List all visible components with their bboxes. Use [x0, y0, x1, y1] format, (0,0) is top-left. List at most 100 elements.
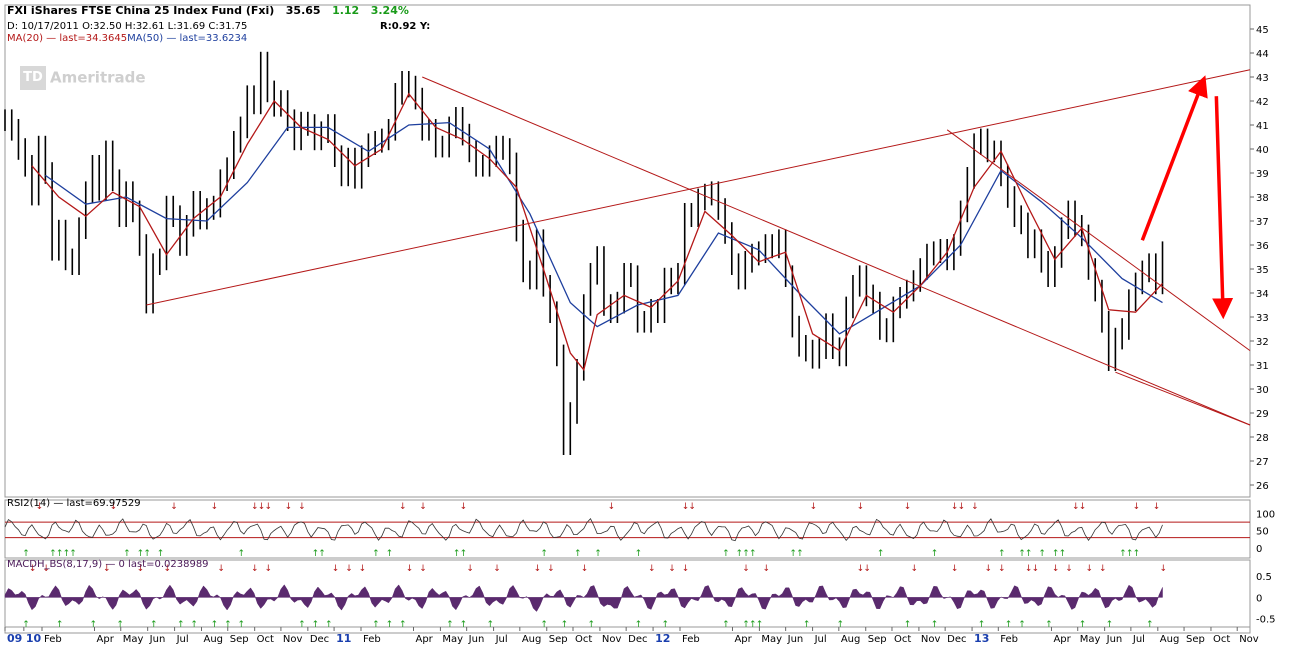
x-month-label: Feb	[44, 634, 62, 645]
price-y-tick-label: 28	[1256, 433, 1269, 444]
x-month-label: Oct	[1213, 634, 1230, 645]
rsi-legend-last: last=69.97529	[66, 498, 141, 509]
macd-y-tick-label: 0.5	[1256, 572, 1272, 583]
macd-buy-signal: ↑	[89, 620, 97, 630]
x-year-label: 13	[974, 632, 989, 645]
x-year-label: 09	[7, 632, 22, 645]
macd-buy-signal: ↑	[386, 620, 394, 630]
x-month-label: Dec	[628, 634, 647, 645]
rsi-sell-signal: ↓	[904, 502, 912, 512]
watermark-text: Ameritrade	[50, 68, 146, 87]
rsi-buy-signal: ↑	[1018, 549, 1026, 559]
macd-buy-signal: ↑	[211, 620, 219, 630]
macd-sell-signal: ↓	[1099, 564, 1107, 574]
rsi-buy-signal: ↑	[1025, 549, 1033, 559]
x-month-label: Apr	[97, 634, 115, 645]
rsi-sell-signal: ↓	[608, 502, 616, 512]
macd-sell-signal: ↓	[264, 564, 272, 574]
rsi-sell-signal: ↓	[264, 502, 272, 512]
rsi-buy-signal: ↑	[123, 549, 131, 559]
macd-buy-signal: ↑	[325, 620, 333, 630]
rsi-buy-signal: ↑	[749, 549, 757, 559]
x-year-label: 10	[26, 632, 42, 645]
ameritrade-watermark: TD Ameritrade	[20, 66, 146, 90]
rsi-buy-signal: ↑	[318, 549, 326, 559]
macd-buy-signal: ↑	[298, 620, 306, 630]
rsi-buy-signal: ↑	[22, 549, 30, 559]
macd-sell-signal: ↓	[29, 564, 37, 574]
rsi-sell-signal: ↓	[958, 502, 966, 512]
macd-buy-signal: ↑	[1005, 620, 1013, 630]
macd-buy-signal: ↑	[399, 620, 407, 630]
rsi-line	[4, 518, 1163, 542]
macd-sell-signal: ↓	[534, 564, 542, 574]
rsi-buy-signal: ↑	[137, 549, 145, 559]
rsi-sell-signal: ↓	[298, 502, 306, 512]
macd-buy-signal: ↑	[446, 620, 454, 630]
macd-sell-signal: ↓	[217, 564, 225, 574]
macd-sell-signal: ↓	[164, 564, 172, 574]
x-month-label: Feb	[363, 634, 381, 645]
rsi-sell-signal: ↓	[285, 502, 293, 512]
rsi-legend-label: RSI2(14)	[7, 498, 51, 509]
rsi-sell-signal: ↓	[399, 502, 407, 512]
macd-sell-signal: ↓	[762, 564, 770, 574]
x-month-label: Apr	[734, 634, 752, 645]
macd-sell-signal: ↓	[1160, 564, 1168, 574]
macd-y-tick-label: 0	[1256, 593, 1262, 604]
price-y-tick-label: 29	[1256, 409, 1269, 420]
macd-buy-signal: ↑	[561, 620, 569, 630]
macd-sell-signal: ↓	[42, 564, 50, 574]
macd-sell-signal: ↓	[1032, 564, 1040, 574]
macd-buy-signal: ↑	[1146, 620, 1154, 630]
rsi-buy-signal: ↑	[49, 549, 57, 559]
price-y-tick-label: 26	[1256, 481, 1269, 492]
x-month-label: May	[123, 634, 144, 645]
ratio-readout: R:0.92 Y:	[380, 21, 431, 32]
rsi-sell-signal: ↓	[1079, 502, 1087, 512]
x-month-label: Jun	[787, 634, 804, 645]
rsi-legend: RSI2(14) — last=69.97529	[7, 498, 141, 509]
macd-buy-signal: ↑	[22, 620, 30, 630]
rsi-buy-signal: ↑	[635, 549, 643, 559]
macd-buy-signal: ↑	[756, 620, 764, 630]
rsi-buy-signal: ↑	[386, 549, 394, 559]
macd-buy-signal: ↑	[587, 620, 595, 630]
price-change: 1.12	[332, 4, 360, 17]
macd-y-tick-label: -0.5	[1256, 615, 1276, 626]
price-y-tick-label: 27	[1256, 457, 1269, 468]
macd-sell-signal: ↓	[251, 564, 259, 574]
macd-sell-signal: ↓	[857, 564, 865, 574]
x-month-label: Sep	[230, 634, 249, 645]
rsi-y-tick-label: 0	[1256, 544, 1262, 555]
rsi-sell-signal: ↓	[36, 502, 44, 512]
rsi-sell-signal: ↓	[688, 502, 696, 512]
rsi-buy-signal: ↑	[157, 549, 165, 559]
price-y-tick-label: 40	[1256, 145, 1269, 156]
rsi-buy-signal: ↑	[1133, 549, 1141, 559]
annotation-arrow	[1212, 96, 1234, 320]
rsi-buy-signal: ↑	[789, 549, 797, 559]
rsi-buy-signal: ↑	[312, 549, 320, 559]
rsi-buy-signal: ↑	[736, 549, 744, 559]
price-y-tick-label: 39	[1256, 169, 1269, 180]
macd-buy-signal: ↑	[662, 620, 670, 630]
x-month-label: Jun	[149, 634, 166, 645]
macd-sell-signal: ↓	[345, 564, 353, 574]
price-y-tick-label: 30	[1256, 385, 1269, 396]
rsi-sell-signal: ↓	[419, 502, 427, 512]
macd-buy-signal: ↑	[312, 620, 320, 630]
trendline	[946, 129, 1251, 352]
rsi-panel-frame	[4, 499, 1251, 559]
x-month-label: Jul	[814, 634, 827, 645]
macd-buy-signal: ↑	[1106, 620, 1114, 630]
macd-legend-label: MACDH_BS(8,17,9)	[7, 559, 103, 570]
macd-buy-signal: ↑	[116, 620, 124, 630]
trendline	[422, 76, 1251, 426]
macd-sell-signal: ↓	[332, 564, 340, 574]
macd-buy-signal: ↑	[56, 620, 64, 630]
rsi-sell-signal: ↓	[1153, 502, 1161, 512]
x-month-label: Sep	[549, 634, 568, 645]
rsi-buy-signal: ↑	[877, 549, 885, 559]
macd-histogram	[4, 584, 1163, 612]
